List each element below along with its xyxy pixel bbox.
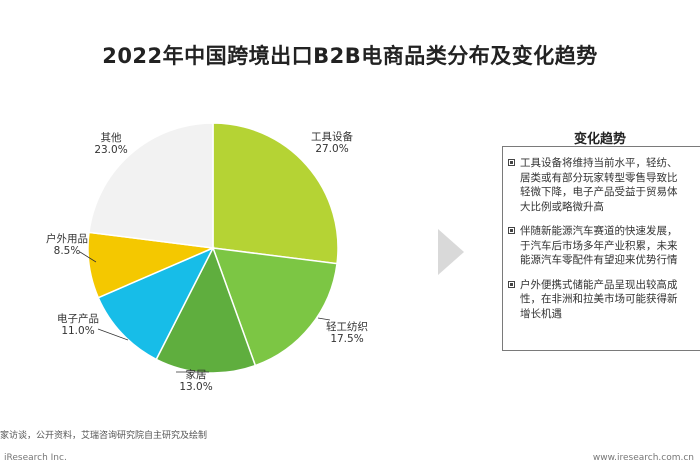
trend-text-line: 大比例或略微升高 <box>520 200 604 213</box>
trend-text-line: 增长机遇 <box>520 307 562 320</box>
arrow-right-icon <box>438 229 464 275</box>
trend-item: 工具设备将维持当前水平，轻纺、 居类或有部分玩家转型零售导致比 轻微下降，电子产品受… <box>508 156 698 214</box>
slice-name-label: 户外用品 <box>46 232 88 245</box>
slice-value-label: 11.0% <box>61 325 94 337</box>
checkbox-bullet-icon <box>508 159 515 166</box>
footer-url: www.iresearch.com.cn <box>592 453 694 463</box>
trend-text-line: 伴随新能源汽车赛道的快速发展， <box>520 225 678 237</box>
pie-slice-4 <box>97 246 215 361</box>
trend-heading: 变化趋势 <box>573 132 626 147</box>
trend-item: 户外便携式储能产品呈现出较高成 性，在非洲和拉美市场可能获得新 增长机遇 <box>508 278 698 322</box>
slice-name-label: 其他 <box>101 131 122 144</box>
trend-text-line: 居类或有部分玩家转型零售导致比 <box>520 171 678 184</box>
slice-value-label: 13.0% <box>179 381 212 393</box>
source-note: 家访谈，公开资料，艾瑞咨询研究院自主研究及绘制 <box>0 431 208 441</box>
pie-slice-6 <box>88 122 214 249</box>
trend-item: 伴随新能源汽车赛道的快速发展， 于汽车后市场多年产业积累，未来 能源汽车零配件有望迎… <box>508 224 698 268</box>
checkbox-bullet-icon <box>508 227 515 234</box>
trend-text-line: 性，在非洲和拉美市场可能获得新 <box>520 293 678 305</box>
slice-name-label: 工具设备 <box>311 130 353 143</box>
pie-slice-1 <box>212 122 339 265</box>
trend-text-line: 于汽车后市场多年产业积累，未来 <box>520 239 678 252</box>
checkbox-bullet-icon <box>508 280 515 288</box>
slice-value-label: 27.0% <box>315 143 348 155</box>
footer-brand: iResearch Inc. <box>4 453 67 463</box>
slice-name-label: 电子产品 <box>57 312 99 325</box>
slice-value-label: 17.5% <box>330 333 363 345</box>
chart-title: 2022年中国跨境出口B2B电商品类分布及变化趋势 <box>102 44 598 68</box>
slice-value-label: 8.5% <box>54 245 81 257</box>
trend-list: 工具设备将维持当前水平，轻纺、 居类或有部分玩家转型零售导致比 轻微下降，电子产品受… <box>508 156 698 331</box>
pie-slice-3 <box>155 246 257 374</box>
trend-text-line: 能源汽车零配件有望迎来优势行情 <box>520 254 678 266</box>
leader-line <box>79 251 97 263</box>
slice-name-label: 家居 <box>186 368 207 381</box>
slice-value-label: 23.0% <box>94 144 127 156</box>
trend-text-line: 户外便携式储能产品呈现出较高成 <box>520 278 678 291</box>
pie-slice-2 <box>211 247 338 367</box>
trend-text-line: 工具设备将维持当前水平，轻纺、 <box>520 157 678 169</box>
leader-line <box>317 317 331 321</box>
slice-name-label: 轻工纺织 <box>326 320 368 333</box>
leader-line <box>97 328 129 341</box>
trend-text-line: 轻微下降，电子产品受益于贸易体 <box>520 186 678 198</box>
trend-panel <box>502 146 700 351</box>
